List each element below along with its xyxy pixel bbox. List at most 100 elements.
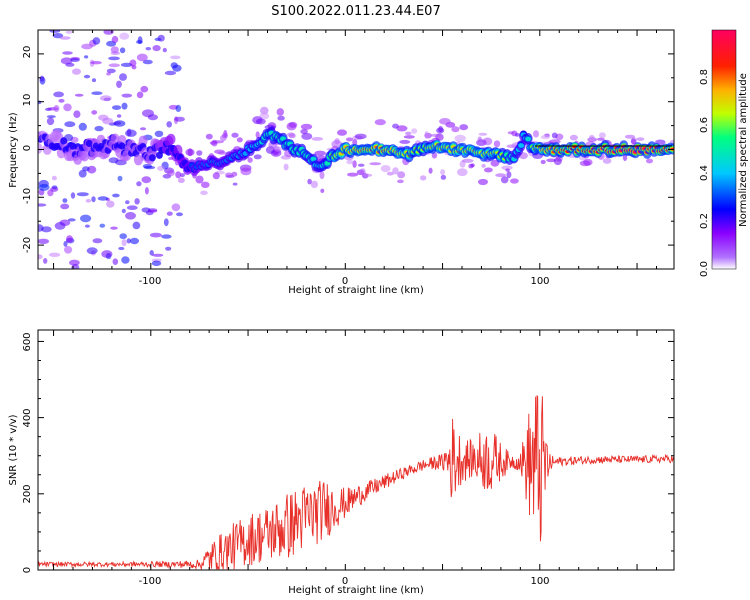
spectrogram-cell [81, 43, 93, 50]
spectrogram-cell [67, 218, 76, 222]
spectrogram-cell [178, 177, 185, 183]
spectrogram-cell [99, 223, 106, 228]
spectrogram-cell [170, 55, 181, 60]
spectrogram-cell [345, 137, 354, 142]
spectrogram-cell [301, 132, 313, 140]
spectrogram-cell [126, 128, 132, 137]
spectrogram-cell [622, 153, 628, 162]
spectrogram-cell [149, 232, 162, 238]
spectrogram-cell [481, 164, 486, 168]
spectrogram-cell [310, 156, 317, 162]
snr-ticks [38, 330, 674, 571]
spectrogram-cell [468, 163, 474, 169]
spectrogram-cell [136, 181, 142, 187]
spectrogram-cell [76, 192, 89, 197]
spectrogram-cell [142, 59, 153, 65]
spectrogram-cell [439, 118, 451, 125]
spectrogram-cell [636, 137, 645, 141]
spectrogram-cell [300, 123, 313, 130]
spectrogram-cell [48, 252, 61, 257]
spectrogram-cell [551, 132, 558, 139]
spectrogram-cell [597, 137, 605, 141]
spectrogram-cell [205, 133, 213, 140]
spectrogram-cell [149, 250, 154, 256]
spectrogram-cell [386, 171, 394, 176]
spectrogram-cell [397, 179, 404, 184]
spectrogram-cell [59, 36, 71, 40]
spectrogram-cell [64, 121, 76, 128]
spectrogram-cell [60, 137, 68, 145]
colorbar-gradient [711, 29, 737, 270]
snr-ytick-400: 400 [22, 408, 33, 427]
spectrogram-cell [369, 162, 382, 166]
spectrogram-cell [140, 85, 149, 93]
spectrogram-cell [392, 167, 399, 175]
spectrogram-cell [201, 181, 210, 188]
spectrogram-cell [255, 131, 260, 139]
spectrogram-cell [396, 125, 408, 132]
spectrogram-cell [90, 61, 102, 65]
spectrogram-cell [126, 205, 138, 210]
spec-ytick-m20: -20 [22, 237, 33, 253]
spectrogram-cell [247, 157, 253, 163]
spectrogram-cell [459, 124, 469, 131]
spectrogram-cell [136, 40, 143, 44]
spectrogram-cell [599, 132, 606, 139]
spectrogram-cell [78, 122, 87, 131]
spectrogram-cell [195, 175, 204, 184]
snr-xtick-m100: -100 [139, 576, 162, 587]
spectrogram-cell [162, 47, 167, 53]
spectrogram-cell [319, 171, 325, 180]
spectrogram-cell [65, 62, 75, 67]
spectrogram-ticks [38, 29, 674, 270]
spectrogram-cell [73, 110, 81, 118]
spectrogram-cell [78, 169, 87, 178]
spectrogram-cell [125, 212, 136, 220]
chart-title: S100.2022.011.23.44.E07 [271, 4, 440, 19]
spectrogram-cell [116, 114, 122, 118]
spectrogram-cell [103, 30, 114, 35]
spectrogram-cell [540, 159, 546, 165]
spectrogram-cell [112, 193, 120, 198]
spec-ytick-10: 10 [22, 94, 33, 107]
spec-ytick-0: 0 [22, 145, 33, 151]
spectrogram-cell [403, 135, 415, 139]
spectrogram-cell [112, 105, 122, 110]
spectrogram-cell [287, 132, 295, 137]
spectrogram-cell [72, 68, 81, 75]
snr-ytick-600: 600 [22, 332, 33, 351]
spectrogram-cell [428, 167, 433, 174]
spectrogram-cell [80, 214, 92, 223]
spectrogram-cell [136, 53, 148, 62]
spectrogram-cell [314, 150, 326, 156]
spec-ytick-20: 20 [22, 46, 33, 59]
spectrogram-cell [113, 120, 126, 127]
spectrogram-cell [405, 131, 412, 136]
spectrogram-cell [187, 148, 193, 157]
spectrogram-cell [116, 80, 122, 89]
spectrogram-cell [65, 30, 73, 34]
spectrogram-cell [129, 59, 137, 67]
spectrogram-cell [253, 154, 262, 160]
spectrogram-cell [126, 238, 131, 244]
spectrogram-cell [624, 134, 635, 139]
spectrogram-cell [163, 218, 169, 227]
spectrogram-cell [507, 131, 515, 135]
spectrogram-cell [166, 211, 173, 216]
spectrogram-cell [139, 127, 147, 131]
spectrogram-cell [493, 140, 501, 148]
spec-xtick-100: 100 [530, 276, 549, 287]
colorbar-tick-2: 0.4 [699, 165, 710, 181]
spectrogram-cell [121, 256, 130, 264]
spectrogram-cell [98, 114, 109, 121]
spectrogram-cell [380, 165, 391, 173]
spectrogram-cell [62, 51, 73, 55]
spectrogram-cell [106, 72, 111, 76]
spectrogram-cell [63, 103, 72, 112]
colorbar-tick-1: 0.2 [699, 213, 710, 229]
snr-xlabel: Height of straight line (km) [288, 585, 424, 596]
spectrogram-cells [38, 30, 674, 269]
spectrogram-cell [510, 178, 519, 184]
spectrogram-cell [307, 178, 312, 185]
spectrogram-cell [145, 47, 152, 51]
